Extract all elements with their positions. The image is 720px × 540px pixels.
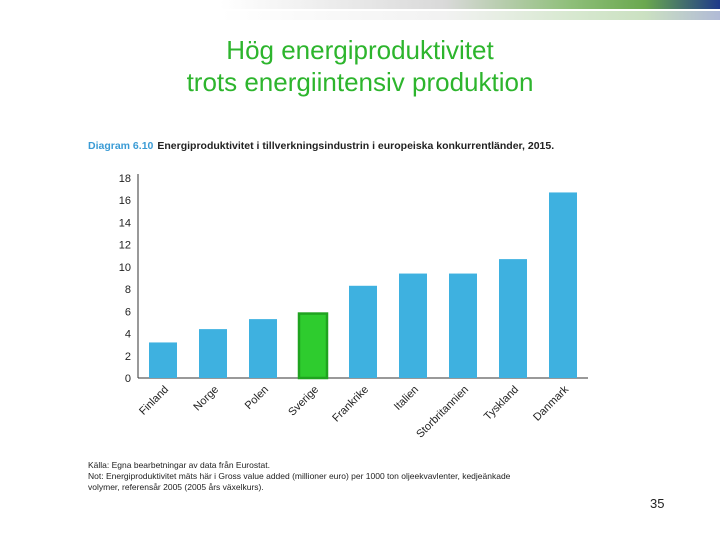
page-number: 35	[650, 496, 665, 511]
bar	[199, 329, 227, 378]
bar	[449, 273, 477, 378]
source-note-line2: Not: Energiproduktivitet mäts här i Gros…	[88, 471, 511, 481]
decorative-top-band	[220, 0, 720, 20]
x-tick-label: Tyskland	[482, 384, 521, 423]
bar-highlighted	[297, 312, 329, 380]
chart-caption-text: Energiproduktivitet i tillverkningsindus…	[157, 140, 555, 152]
x-tick-label: Sverige	[286, 384, 321, 419]
y-tick-label: 10	[119, 262, 131, 274]
x-tick-label: Danmark	[531, 383, 571, 423]
x-tick-label: Polen	[243, 384, 271, 412]
y-tick-label: 12	[119, 240, 131, 252]
bar	[399, 273, 427, 378]
y-tick-label: 4	[125, 329, 131, 341]
bar	[349, 285, 377, 378]
y-tick-label: 18	[119, 173, 131, 185]
slide-title-line2: trots energiintensiv produktion	[186, 67, 534, 97]
bar	[249, 319, 277, 378]
bar	[549, 192, 577, 378]
y-tick-label: 16	[119, 195, 131, 207]
chart-caption: Diagram 6.10 Energiproduktivitet i tillve…	[88, 140, 554, 152]
slide-title: Hög energiproduktivitet trots energiinte…	[0, 34, 720, 98]
y-tick-label: 2	[125, 351, 131, 363]
x-tick-label: Finland	[137, 384, 171, 418]
chart-caption-label: Diagram 6.10	[88, 140, 154, 152]
source-note: Källa: Egna bearbetningar av data från E…	[88, 460, 608, 493]
x-tick-label: Storbritannien	[414, 384, 471, 441]
y-tick-label: 6	[125, 306, 131, 318]
bar	[499, 259, 527, 378]
source-note-line1: Källa: Egna bearbetningar av data från E…	[88, 460, 270, 470]
y-tick-label: 8	[125, 284, 131, 296]
source-note-line3: volymer, referensår 2005 (2005 års växel…	[88, 482, 264, 492]
x-tick-label: Frankrike	[330, 384, 371, 425]
x-tick-label: Italien	[392, 384, 421, 413]
slide-title-line1: Hög energiproduktivitet	[226, 35, 494, 65]
y-tick-label: 14	[119, 217, 131, 229]
y-tick-label: 0	[125, 373, 131, 385]
bar	[149, 342, 177, 378]
x-tick-label: Norge	[191, 384, 221, 414]
